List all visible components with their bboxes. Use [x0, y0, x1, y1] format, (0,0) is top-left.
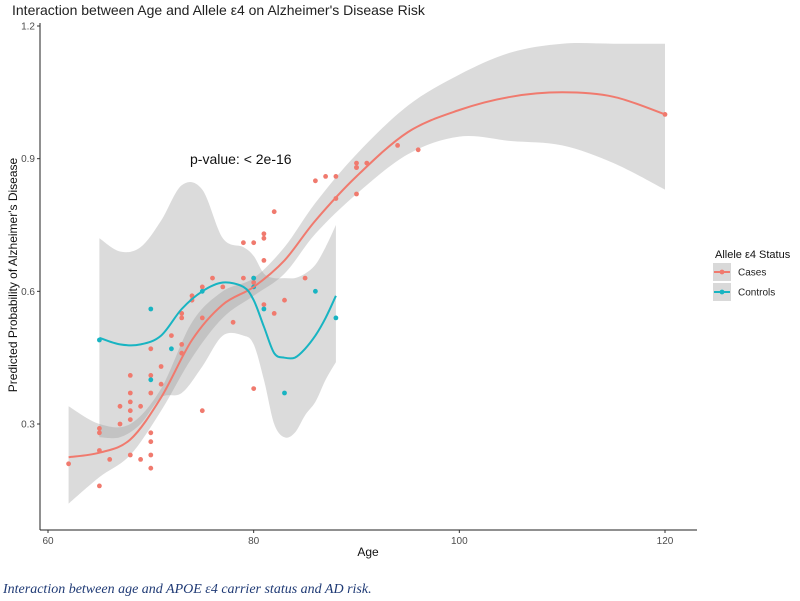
cases-point	[127, 452, 133, 458]
cases-point	[241, 240, 246, 246]
cases-point	[97, 426, 102, 431]
cases-point	[127, 399, 133, 405]
cases-point	[148, 439, 154, 445]
cases-point	[158, 364, 164, 369]
cases-point	[148, 390, 154, 396]
cases-point	[251, 386, 257, 391]
cases-point	[148, 452, 154, 458]
cases-point	[107, 457, 113, 462]
legend-label-cases: Cases	[738, 268, 766, 279]
cases-point	[261, 231, 267, 237]
chart: Interaction between Age and Allele ε4 on…	[6, 2, 791, 559]
cases-point	[241, 275, 246, 281]
cases-point	[127, 408, 133, 414]
cases-point	[97, 483, 102, 489]
cases-point	[199, 315, 205, 321]
legend: Allele ε4 Status Cases Controls	[713, 249, 791, 301]
x-tick-label: 60	[42, 536, 54, 547]
cases-point	[251, 280, 257, 285]
cases-point	[261, 258, 267, 263]
controls-fit-line	[99, 281, 337, 360]
legend-dot-controls	[719, 289, 725, 295]
cases-point	[271, 311, 277, 316]
cases-point	[282, 297, 287, 303]
cases-point	[117, 421, 123, 427]
cases-point	[354, 191, 359, 197]
cases-point	[261, 235, 267, 241]
controls-point	[313, 288, 318, 294]
x-tick-label: 80	[248, 536, 260, 547]
cases-point	[148, 465, 154, 471]
cases-point	[179, 315, 185, 321]
fit-lines	[68, 91, 666, 459]
cases-point	[138, 457, 144, 462]
cases-point	[395, 143, 400, 148]
cases-point	[148, 430, 154, 436]
cases-point	[199, 284, 205, 290]
confidence-bands	[68, 43, 666, 504]
controls-point	[251, 275, 257, 281]
cases-point	[199, 408, 205, 414]
controls-point	[148, 377, 154, 383]
controls-point	[169, 346, 174, 352]
p-value-annotation: p-value: < 2e-16	[190, 151, 292, 167]
legend-dot-cases	[719, 269, 725, 275]
cases-point	[333, 174, 339, 179]
x-axis-ticks: 60 80 100 120	[42, 530, 674, 547]
y-tick-label: 0.3	[21, 420, 35, 431]
figure-caption: Interaction between age and APOE ε4 carr…	[3, 582, 372, 597]
cases-point	[148, 346, 154, 352]
cases-point	[138, 403, 144, 409]
cases-point	[127, 373, 133, 378]
cases-point	[313, 178, 318, 184]
cases-point	[354, 160, 359, 166]
y-axis-label: Predicted Probability of Alzheimer's Dis…	[6, 157, 20, 392]
cases-point	[179, 311, 185, 316]
cases-fit-line	[68, 91, 666, 459]
cases-point	[415, 147, 421, 153]
cases-point	[66, 461, 71, 467]
cases-point	[97, 430, 102, 436]
cases-point	[261, 302, 267, 307]
cases-point	[169, 333, 174, 338]
x-axis-label: Age	[357, 545, 379, 559]
cases-point	[354, 165, 359, 170]
controls-point	[261, 306, 267, 312]
x-tick-label: 120	[657, 536, 674, 547]
cases-point	[220, 284, 226, 290]
cases-point	[148, 373, 154, 378]
legend-label-controls: Controls	[738, 288, 775, 299]
cases-point	[127, 390, 133, 396]
cases-point	[251, 240, 257, 246]
cases-confidence-band	[68, 43, 666, 504]
y-tick-label: 0.6	[21, 287, 35, 298]
cases-point	[117, 403, 123, 409]
chart-title: Interaction between Age and Allele ε4 on…	[12, 2, 426, 18]
cases-point	[210, 275, 215, 281]
cases-point	[230, 319, 236, 325]
cases-point	[302, 275, 308, 281]
y-tick-label: 0.9	[21, 154, 35, 165]
cases-point	[179, 342, 185, 347]
x-tick-label: 100	[451, 536, 468, 547]
y-tick-label: 1.2	[21, 22, 35, 33]
legend-title: Allele ε4 Status	[715, 249, 791, 261]
cases-point	[158, 381, 164, 387]
controls-point	[333, 315, 339, 321]
y-axis-ticks: 0.3 0.6 0.9 1.2	[21, 22, 40, 431]
controls-point	[148, 306, 154, 312]
controls-point	[282, 390, 287, 396]
cases-point	[323, 174, 328, 179]
cases-point	[127, 417, 133, 422]
cases-point	[271, 209, 277, 215]
